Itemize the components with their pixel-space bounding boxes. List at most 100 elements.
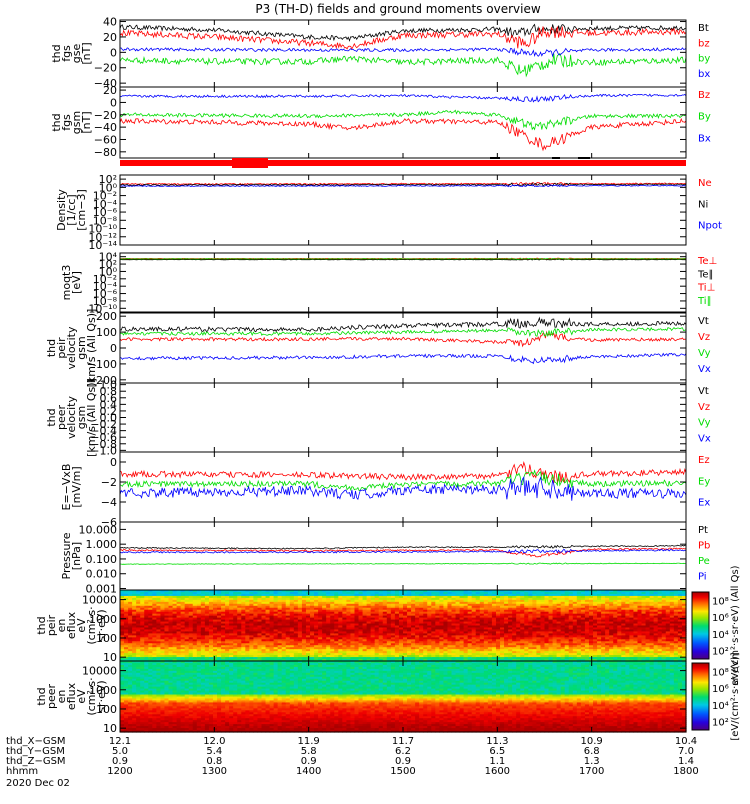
- legend-Ez: Ez: [698, 455, 710, 466]
- spectrogram-peer_spec: [120, 661, 687, 733]
- y-axis-label: moqt3[eV]: [60, 265, 83, 301]
- legend-Vx: Vx: [698, 433, 711, 444]
- status-bar: [120, 157, 686, 168]
- y-tick-label: 20: [103, 31, 117, 44]
- panel-frame: [120, 383, 686, 452]
- colorbar-tick: 10²: [712, 647, 729, 658]
- series-pressure-Pe: [120, 563, 686, 565]
- y-tick-label: 200: [96, 310, 117, 323]
- legend-Bt: Bt: [698, 23, 709, 34]
- x-row-label: hhmm: [6, 766, 38, 777]
- y-tick-label: 0.010: [86, 568, 118, 581]
- legend-Vz: Vz: [698, 402, 710, 413]
- legend-Ey: Ey: [698, 476, 710, 487]
- panel-density: 10²10⁰10⁻²10⁻⁴10⁻⁶10⁻⁸10⁻¹⁰10⁻¹²10⁻¹⁴Den…: [55, 173, 722, 252]
- y-tick-label: 10.000: [79, 523, 118, 536]
- legend-Vy: Vy: [698, 348, 711, 359]
- panel-peer_velocity: 1.00.80.60.40.20.0−0.2−0.4−0.6−0.8−1.0th…: [45, 378, 711, 457]
- y-tick-label: 10: [103, 722, 117, 735]
- y-tick-label: 40: [103, 16, 117, 29]
- y-tick-label: −4: [101, 496, 117, 509]
- y-axis-label: thdpeerenefluxeV(cm²·s·sr·eV): [35, 677, 108, 715]
- legend-Vy: Vy: [698, 418, 711, 429]
- y-axis-label: thdpeirvelocitygsm[km/s (All Qs)]: [45, 309, 98, 388]
- colorbar-tick: 10⁴: [712, 701, 729, 712]
- y-axis-label: E=−VxB[mV/m]: [60, 464, 83, 511]
- panel-peir_spec: 10000100010010thdpeirenefluxeV(cm²·s·sr·…: [35, 590, 687, 664]
- legend-Ni: Ni: [698, 199, 708, 210]
- panel-frame: [120, 452, 686, 522]
- y-axis-label: thdfgsgsm[nT]: [50, 111, 93, 134]
- legend-Vt: Vt: [698, 316, 709, 327]
- panel-pressure: 10.0001.0000.1000.0100.001Pressure[nPa]P…: [60, 522, 710, 596]
- panel-frame: [120, 253, 686, 312]
- x-row-value: 1700: [579, 766, 604, 777]
- y-tick-label: −80: [94, 146, 117, 159]
- series-fgs_gsm-By: [120, 110, 686, 129]
- series-fgs_gse-by: [120, 54, 686, 76]
- colorbar-tick: 10²: [712, 718, 729, 729]
- spectrogram-peir_spec: [120, 590, 687, 662]
- x-row-value: 1300: [202, 766, 227, 777]
- y-tick-label: 10000: [82, 594, 117, 607]
- colorbar-tick: 10⁴: [712, 630, 729, 641]
- y-tick-label: −20: [94, 62, 117, 75]
- x-date: 2020 Dec 02: [6, 778, 70, 789]
- y-tick-label: 0: [110, 46, 117, 59]
- series-efield-Ez: [120, 463, 686, 484]
- legend-Ne: Ne: [698, 178, 712, 189]
- x-row-value: 1500: [390, 766, 415, 777]
- legend-by: by: [698, 54, 710, 65]
- x-row-value: 1400: [296, 766, 321, 777]
- y-tick-label: 10000: [82, 665, 117, 678]
- y-tick-label: 100: [96, 326, 117, 339]
- y-axis-label: Pressure[nPa]: [60, 532, 83, 579]
- y-axis-label: thdpeervelocitygsm[km/s (All Qs)]: [45, 378, 98, 457]
- y-tick-label: 10: [103, 651, 117, 664]
- x-row-value: 1200: [107, 766, 132, 777]
- y-tick-label: −60: [94, 133, 117, 146]
- y-tick-label: −2: [101, 476, 117, 489]
- colorbar-tick: 10⁶: [712, 684, 729, 695]
- legend-Vt: Vt: [698, 386, 709, 397]
- series-fgs_gse-bx: [120, 48, 686, 56]
- legend-Pe: Pe: [698, 556, 710, 567]
- legend-Vx: Vx: [698, 364, 711, 375]
- y-tick-label: 0: [110, 342, 117, 355]
- colorbar-tick: 10⁸: [712, 596, 729, 607]
- y-tick-label: 20: [103, 84, 117, 97]
- y-tick-label: −40: [94, 121, 117, 134]
- panel-peer_spec: 10000100010010thdpeerenefluxeV(cm²·s·sr·…: [35, 661, 687, 735]
- figure-title: P3 (TH-D) fields and ground moments over…: [255, 2, 540, 16]
- panel-temp: 10⁴10²10⁰10⁻²10⁻⁴10⁻⁶10⁻⁸10⁻¹⁰moqt3[eV]T…: [60, 251, 717, 316]
- y-tick-label: −20: [94, 109, 117, 122]
- legend-Bz: Bz: [698, 90, 710, 101]
- y-tick-label: 1.000: [86, 538, 118, 551]
- legend-Ex: Ex: [698, 498, 710, 509]
- legend-By: By: [698, 112, 711, 123]
- series-temp-Ti∥: [120, 259, 686, 260]
- legend-bx: bx: [698, 69, 710, 80]
- legend-Te⊥: Te⊥: [697, 256, 717, 267]
- legend-Pb: Pb: [698, 541, 710, 552]
- legend-Vz: Vz: [698, 332, 710, 343]
- panel-frame: [120, 522, 686, 590]
- x-row-value: 1600: [485, 766, 510, 777]
- y-axis-label: thdpeirenefluxeV(cm²·s·sr·eV): [35, 606, 108, 644]
- series-peir_velocity-Vy: [120, 328, 686, 337]
- series-efield-Ex: [120, 477, 686, 500]
- x-row-value: 1800: [673, 766, 698, 777]
- y-axis-label: thdfgsgse[nT]: [50, 42, 93, 64]
- series-peir_velocity-Vx: [120, 353, 686, 363]
- legend-Te∥: Te∥: [697, 269, 714, 280]
- y-axis-label: Density[1/cc][cm−3]: [55, 189, 88, 231]
- legend-Ti∥: Ti∥: [697, 296, 712, 307]
- legend-Npot: Npot: [698, 221, 722, 232]
- y-tick-label: 0.100: [86, 553, 118, 566]
